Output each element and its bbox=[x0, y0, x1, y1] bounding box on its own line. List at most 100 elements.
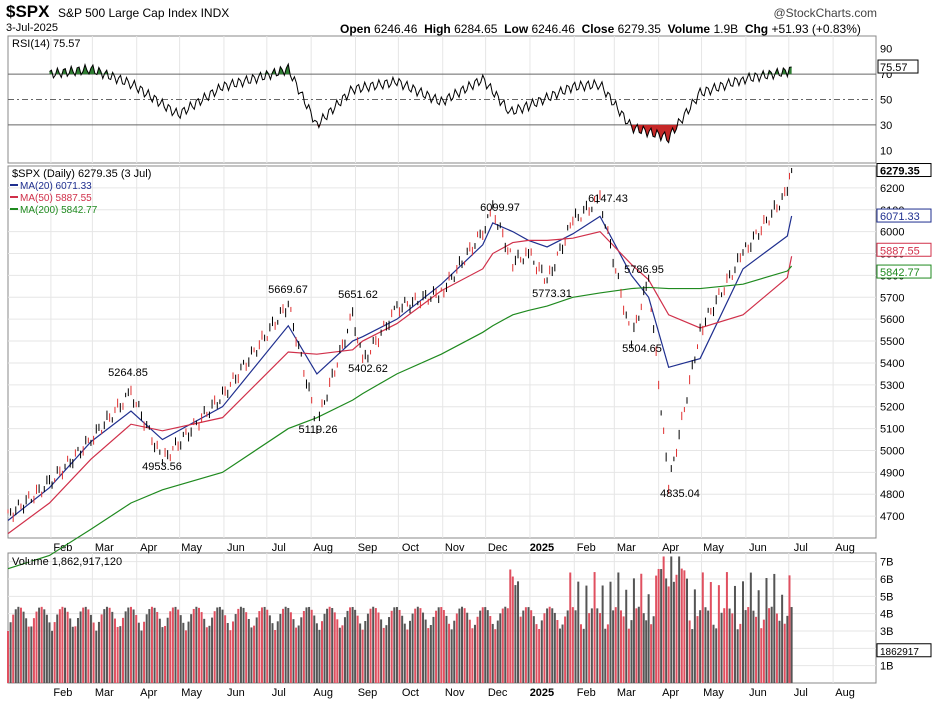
volume-bar bbox=[338, 627, 341, 683]
volume-bar bbox=[361, 629, 364, 683]
volume-bar bbox=[177, 609, 180, 683]
volume-bar bbox=[599, 613, 602, 683]
price-x-tick-label: Jun bbox=[749, 542, 767, 554]
volume-bar bbox=[71, 626, 74, 683]
volume-bar bbox=[519, 616, 522, 683]
volume-bar bbox=[35, 611, 38, 683]
rsi-oversold-fill bbox=[49, 124, 792, 143]
volume-bar bbox=[642, 613, 645, 683]
volume-bar bbox=[184, 630, 187, 683]
volume-bar bbox=[237, 608, 240, 683]
volume-x-tick-label: Oct bbox=[402, 687, 419, 699]
price-y-tick-label: 4800 bbox=[880, 489, 904, 501]
volume-bar bbox=[305, 607, 308, 683]
ma-legend-label: MA(200) 5842.77 bbox=[20, 205, 98, 216]
volume-bar bbox=[506, 608, 509, 683]
price-x-tick-label: Aug bbox=[835, 542, 855, 554]
volume-bar bbox=[579, 624, 582, 683]
ma200-value-box-label: 5842.77 bbox=[880, 267, 920, 279]
volume-bar bbox=[461, 606, 464, 683]
volume-bar bbox=[354, 609, 357, 683]
price-x-tick-label: Dec bbox=[488, 542, 508, 554]
volume-bar bbox=[723, 608, 726, 683]
volume-bar bbox=[234, 614, 237, 683]
volume-bar bbox=[558, 628, 561, 683]
volume-bar bbox=[205, 627, 208, 683]
volume-bar bbox=[92, 622, 95, 683]
volume-bar bbox=[701, 572, 704, 683]
volume-bar bbox=[164, 625, 167, 683]
ma20-value-box bbox=[876, 208, 932, 223]
volume-bar bbox=[349, 607, 352, 683]
volume-bar bbox=[56, 614, 59, 683]
volume-bar bbox=[108, 607, 111, 683]
price-x-tick-label: Aug bbox=[313, 542, 333, 554]
volume-bar bbox=[553, 612, 556, 683]
volume-bar bbox=[752, 610, 755, 683]
price-y-tick-label: 5500 bbox=[880, 336, 904, 348]
volume-bar bbox=[455, 613, 458, 683]
volume-bar bbox=[712, 624, 715, 683]
price-annotation: 4953.56 bbox=[142, 461, 182, 473]
open-value: 6246.46 bbox=[374, 22, 418, 36]
exchange: INDX bbox=[200, 6, 230, 20]
volume-x-tick-label: 2025 bbox=[530, 687, 554, 699]
volume-bar bbox=[326, 608, 329, 683]
volume-bar bbox=[704, 607, 707, 683]
volume-y-tick-label: 1B bbox=[880, 661, 893, 673]
price-annotation: 6147.43 bbox=[588, 193, 628, 205]
volume-bar bbox=[683, 570, 686, 683]
volume-bar bbox=[366, 613, 369, 683]
volume-bar bbox=[182, 622, 185, 683]
volume-bar bbox=[442, 610, 445, 683]
volume-bar bbox=[566, 610, 569, 683]
volume-bar bbox=[403, 623, 406, 683]
price-y-tick-label: 5200 bbox=[880, 402, 904, 414]
volume-bar bbox=[625, 589, 628, 683]
price-annotation: 5504.65 bbox=[622, 343, 662, 355]
ma-legend-swatch bbox=[10, 208, 18, 210]
volume-bar bbox=[630, 620, 633, 683]
volume-bar bbox=[341, 625, 344, 683]
volume-bar bbox=[313, 615, 316, 683]
volume-bar bbox=[58, 609, 61, 683]
volume-bar bbox=[517, 581, 520, 683]
volume-bar bbox=[435, 610, 438, 683]
volume-bar bbox=[632, 578, 635, 683]
volume-bar bbox=[596, 608, 599, 683]
volume-bar bbox=[693, 589, 696, 683]
volume-bar bbox=[276, 621, 279, 683]
volume-bar bbox=[331, 608, 334, 683]
volume-bar bbox=[323, 613, 326, 683]
volume-bar bbox=[406, 629, 409, 683]
volume-bar bbox=[161, 627, 164, 683]
volume-bar bbox=[588, 613, 591, 683]
volume-bar bbox=[619, 610, 622, 683]
volume-x-tick-label: Aug bbox=[835, 687, 855, 699]
last-price-box-label: 6279.35 bbox=[880, 166, 920, 178]
volume-bar bbox=[374, 608, 377, 683]
volume-bar bbox=[538, 629, 541, 683]
volume-bar bbox=[64, 607, 67, 683]
volume-bar bbox=[268, 615, 271, 683]
volume-bar bbox=[458, 608, 461, 683]
volume-bar bbox=[471, 628, 474, 683]
volume-bar bbox=[320, 621, 323, 683]
chg-label: Chg bbox=[744, 22, 769, 36]
volume-bar bbox=[292, 619, 295, 683]
volume-bar bbox=[577, 581, 580, 683]
volume-bar bbox=[145, 614, 148, 683]
index-title: S&P 500 Large Cap Index bbox=[58, 6, 198, 20]
volume-bar bbox=[429, 625, 432, 683]
volume-bar bbox=[32, 618, 35, 683]
volume-bar bbox=[336, 619, 339, 683]
volume-bar bbox=[247, 618, 250, 683]
volume-x-tick-label: Feb bbox=[577, 687, 596, 699]
volume-bar bbox=[116, 626, 119, 683]
volume-bar bbox=[496, 620, 499, 683]
volume-bar bbox=[479, 610, 482, 683]
volume-bar bbox=[369, 608, 372, 683]
volume-bar bbox=[97, 621, 100, 683]
price-annotation: 5786.95 bbox=[624, 264, 664, 276]
volume-bar bbox=[582, 628, 585, 683]
